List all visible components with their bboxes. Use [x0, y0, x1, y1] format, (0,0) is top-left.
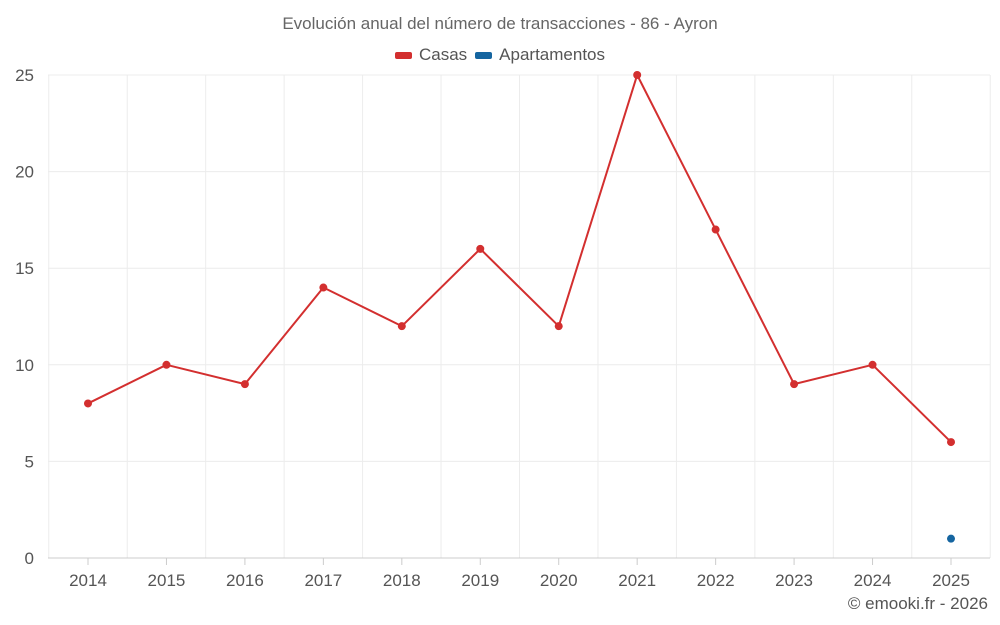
x-tick-label: 2025: [932, 571, 970, 590]
data-point-casas[interactable]: [319, 283, 328, 292]
x-tick-label: 2023: [775, 571, 813, 590]
y-tick-label: 25: [15, 66, 34, 85]
x-tick-label: 2022: [697, 571, 735, 590]
y-tick-label: 15: [15, 259, 34, 278]
data-point-casas[interactable]: [633, 71, 642, 79]
data-point-casas[interactable]: [162, 360, 171, 369]
data-point-casas[interactable]: [947, 438, 955, 447]
data-point-casas[interactable]: [476, 244, 485, 253]
y-tick-label: 20: [15, 163, 34, 182]
chart-title: Evolución anual del número de transaccio…: [282, 14, 718, 33]
data-point-casas[interactable]: [84, 399, 92, 408]
data-point-casas[interactable]: [790, 380, 799, 389]
x-tick-label: 2019: [461, 571, 499, 590]
x-tick-label: 2017: [304, 571, 342, 590]
data-point-casas[interactable]: [554, 322, 563, 331]
data-point-casas[interactable]: [397, 322, 406, 331]
legend-label-casas: Casas: [418, 45, 468, 64]
legend: Casas Apartamentos: [0, 45, 1000, 65]
y-tick-label: 0: [25, 549, 34, 568]
legend-item-casas[interactable]: Casas: [394, 45, 468, 65]
data-point-casas[interactable]: [711, 225, 720, 234]
legend-swatch-apartamentos: [475, 51, 493, 59]
series-line-casas: [87, 74, 952, 443]
x-tick-label: 2016: [226, 571, 264, 590]
x-tick-label: 2018: [383, 571, 421, 590]
y-tick-label: 5: [25, 452, 34, 471]
y-tick-label: 10: [15, 356, 34, 375]
data-point-casas[interactable]: [868, 360, 877, 369]
x-tick-label: 2015: [148, 571, 186, 590]
x-tick-label: 2021: [618, 571, 656, 590]
x-tick-label: 2014: [69, 571, 107, 590]
legend-label-apartamentos: Apartamentos: [499, 45, 606, 64]
x-tick-label: 2020: [540, 571, 578, 590]
data-point-apartamentos[interactable]: [947, 534, 955, 543]
legend-swatch-casas: [394, 51, 412, 59]
data-point-casas[interactable]: [240, 380, 249, 389]
x-tick-label: 2024: [854, 571, 892, 590]
legend-item-apartamentos[interactable]: Apartamentos: [475, 45, 605, 65]
credit-text: © emooki.fr - 2026: [847, 594, 988, 613]
